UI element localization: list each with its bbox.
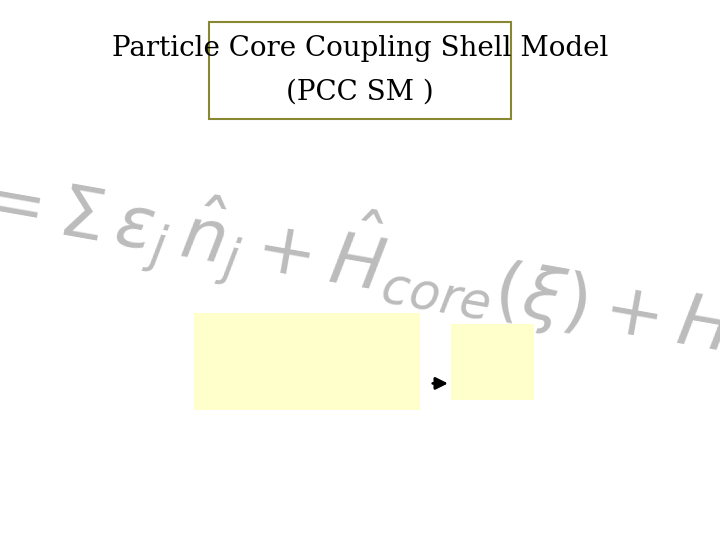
Bar xyxy=(451,324,534,400)
FancyBboxPatch shape xyxy=(209,22,511,119)
Text: $\mathit{H} = \Sigma\,\varepsilon_{j}\,\hat{n}_{j} + \hat{H}_{core}(\xi) + H_{in: $\mathit{H} = \Sigma\,\varepsilon_{j}\,\… xyxy=(0,129,720,389)
Text: (PCC SM ): (PCC SM ) xyxy=(286,78,434,105)
Text: Particle Core Coupling Shell Model: Particle Core Coupling Shell Model xyxy=(112,35,608,62)
Bar xyxy=(194,313,420,410)
